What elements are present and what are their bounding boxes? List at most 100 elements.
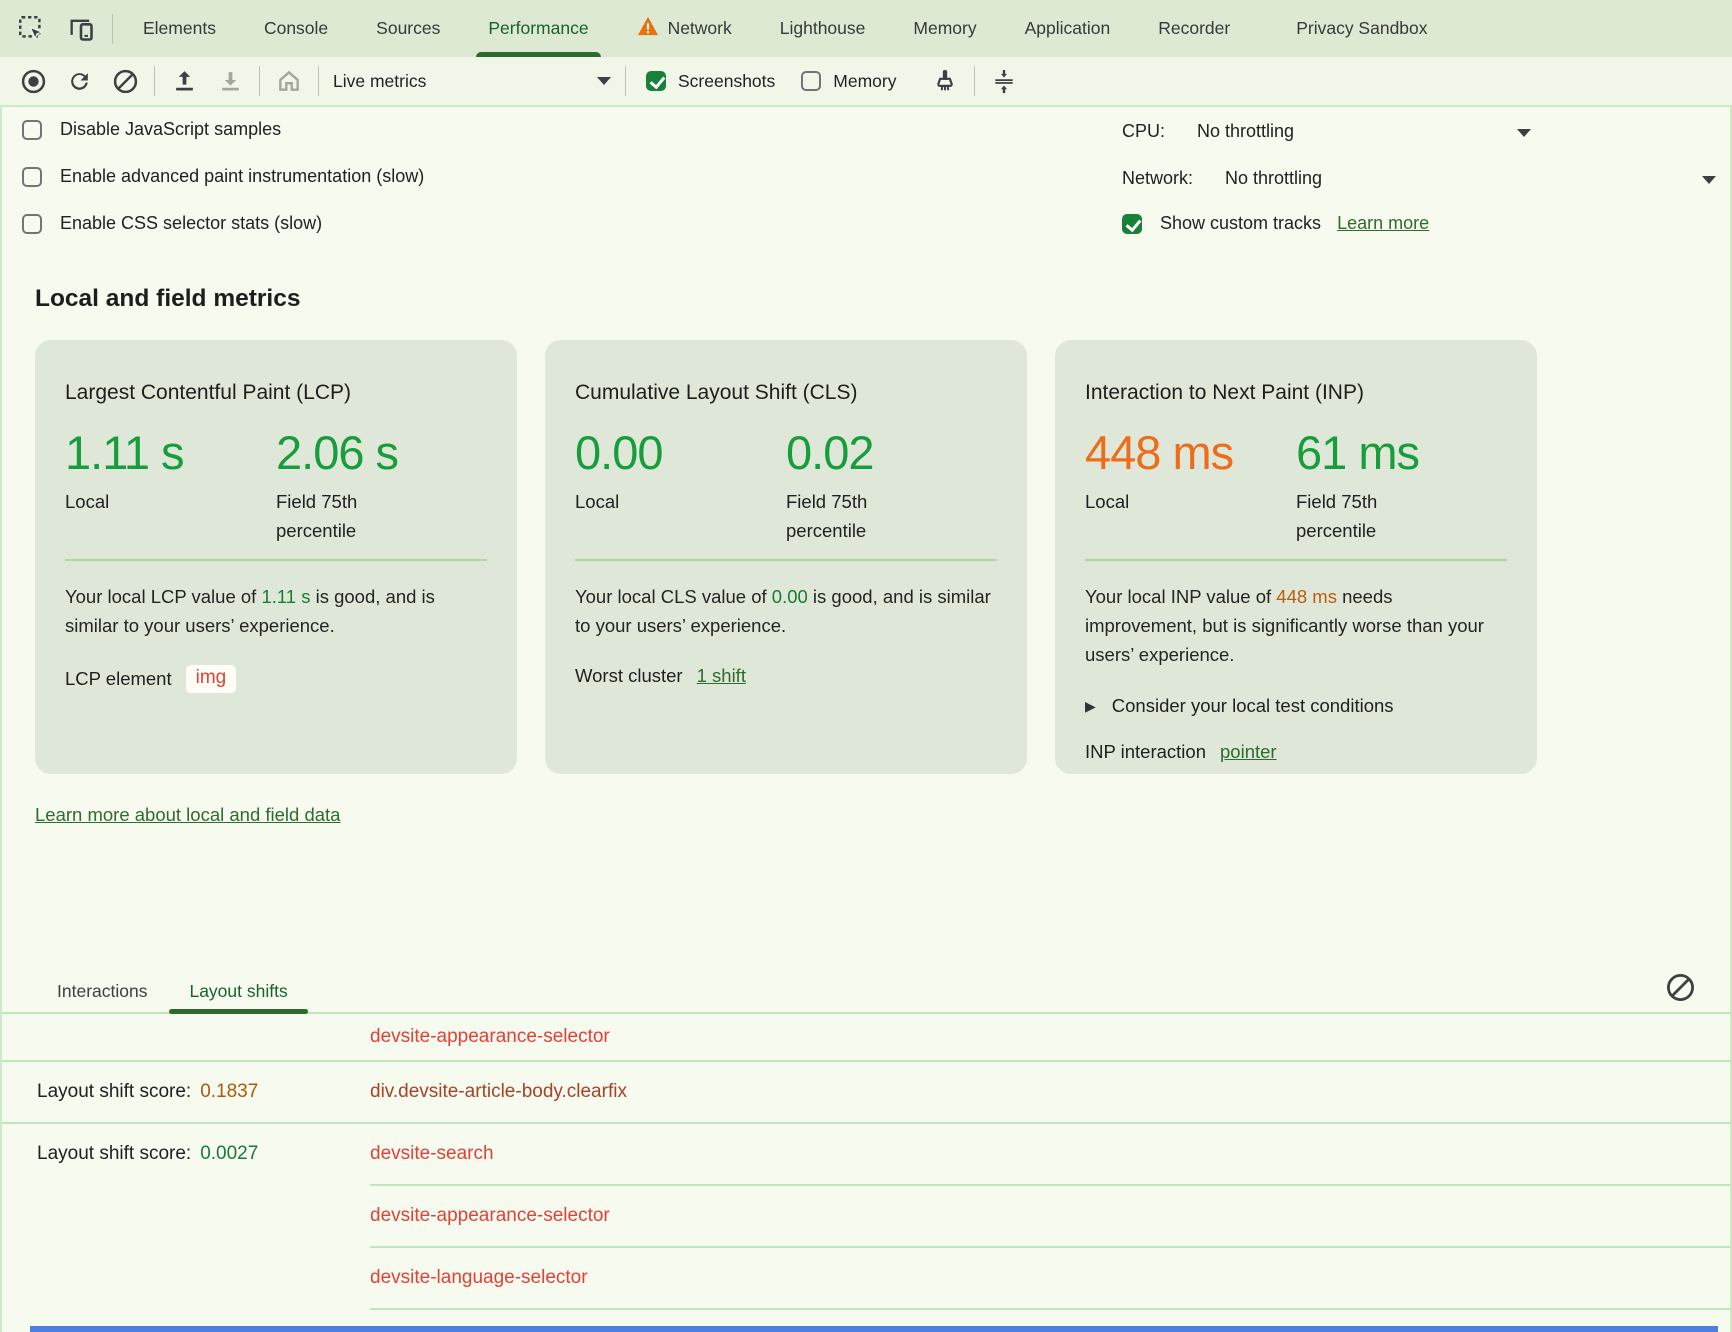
tab-application[interactable]: Application [1001,0,1135,57]
custom-tracks-learn-more-link[interactable]: Learn more [1337,213,1429,234]
cls-field-label: Field 75th percentile [786,488,916,545]
compress-icon[interactable] [981,61,1027,101]
inp-interaction-link[interactable]: pointer [1220,741,1277,763]
shift-element-link[interactable]: devsite-search [370,1143,494,1165]
lcp-element-label: LCP element [65,668,172,690]
cls-card-title: Cumulative Layout Shift (CLS) [575,381,997,405]
tab-memory[interactable]: Memory [889,0,1000,57]
lcp-card: Largest Contentful Paint (LCP) 1.11 s Lo… [35,340,517,774]
field-data-learn-more-link[interactable]: Learn more about local and field data [35,804,340,826]
tab-network[interactable]: Network [613,0,756,57]
network-dropdown-caret-icon[interactable] [1702,176,1716,184]
checkbox-unchecked-icon [22,120,42,140]
show-custom-tracks-checkbox[interactable]: Show custom tracks Learn more [1122,213,1429,234]
warning-icon [637,16,659,41]
tab-console[interactable]: Console [240,0,352,57]
tab-lighthouse[interactable]: Lighthouse [756,0,890,57]
card-divider [1085,559,1507,561]
checkbox-unchecked-icon [801,71,821,91]
record-button[interactable] [10,61,56,101]
worst-cluster-link[interactable]: 1 shift [697,665,746,687]
layout-shift-row: devsite-appearance-selector [2,1014,1730,1060]
lcp-local-label: Local [65,488,195,517]
history-dropdown[interactable]: Live metrics [333,71,611,92]
cpu-throttling-row: CPU: No throttling [1122,121,1294,142]
memory-checkbox[interactable]: Memory [801,71,896,92]
score-label: Layout shift score: [37,1143,191,1165]
cpu-throttling-select[interactable]: No throttling [1197,121,1294,142]
screenshots-checkbox[interactable]: Screenshots [646,71,775,92]
checkbox-unchecked-icon [22,214,42,234]
layout-shift-row: devsite-appearance-selector [2,1186,1730,1246]
reload-icon[interactable] [56,61,102,101]
tab-privacy-sandbox[interactable]: Privacy Sandbox [1272,0,1451,57]
score-label: Layout shift score: [37,1081,191,1103]
score-value: 0.0027 [200,1143,258,1165]
download-icon[interactable] [207,61,253,101]
tab-recorder[interactable]: Recorder [1134,0,1254,57]
inp-description: Your local INP value of 448 ms needs imp… [1085,583,1507,669]
inp-card: Interaction to Next Paint (INP) 448 ms L… [1055,340,1537,774]
lcp-card-title: Largest Contentful Paint (LCP) [65,381,487,405]
inspect-icon[interactable] [6,0,56,57]
score-value: 0.1837 [200,1081,258,1103]
lcp-field-value: 2.06 s [276,425,487,480]
page-title: Local and field metrics [35,285,1703,313]
history-dropdown-value: Live metrics [333,71,426,92]
toolbar-separator [974,66,975,96]
shift-element-link[interactable]: devsite-appearance-selector [370,1205,610,1227]
lcp-field-label: Field 75th percentile [276,488,406,545]
worst-cluster-label: Worst cluster [575,665,683,687]
selection-highlight-strip [30,1326,1718,1332]
disable-js-samples-checkbox[interactable]: Disable JavaScript samples [22,119,281,140]
layout-shift-row: Layout shift score: 0.1837 div.devsite-a… [2,1062,1730,1122]
live-metrics-pane: Disable JavaScript samples Enable advanc… [0,105,1732,1332]
checkbox-unchecked-icon [22,167,42,187]
metrics-content: Local and field metrics Largest Contentf… [2,285,1730,826]
tab-interactions[interactable]: Interactions [57,971,147,1011]
shift-element-link[interactable]: devsite-appearance-selector [370,1026,610,1048]
cpu-label: CPU: [1122,121,1165,142]
checkbox-checked-icon [646,71,666,91]
home-icon[interactable] [266,61,312,101]
layout-shift-row: devsite-language-selector [2,1248,1730,1308]
clear-icon[interactable] [102,61,148,101]
cls-local-value: 0.00 [575,425,786,480]
shift-element-link[interactable]: devsite-language-selector [370,1267,588,1289]
toolbar-separator [625,66,626,96]
cpu-dropdown-caret-icon[interactable] [1517,129,1531,137]
capture-settings: Disable JavaScript samples Enable advanc… [2,107,1730,247]
network-throttling-select[interactable]: No throttling [1225,168,1322,189]
inp-field-value: 61 ms [1296,425,1507,480]
advanced-paint-checkbox[interactable]: Enable advanced paint instrumentation (s… [22,166,424,187]
card-divider [65,559,487,561]
tab-layout-shifts[interactable]: Layout shifts [189,971,287,1011]
inp-local-value: 448 ms [1085,425,1296,480]
shift-element-link[interactable]: div.devsite-article-body.clearfix [370,1081,627,1103]
toolbar-separator [259,66,260,96]
toolbar-separator [318,66,319,96]
device-toolbar-icon[interactable] [56,0,106,57]
tab-performance[interactable]: Performance [464,0,612,57]
tab-sources[interactable]: Sources [352,0,464,57]
lcp-description: Your local LCP value of 1.11 s is good, … [65,583,487,640]
gc-brush-icon[interactable] [922,61,968,101]
inp-card-title: Interaction to Next Paint (INP) [1085,381,1507,405]
network-throttling-row: Network: No throttling [1122,168,1322,189]
clear-log-icon[interactable] [1666,973,1695,1007]
cls-local-label: Local [575,488,705,517]
disclosure-triangle-icon: ▶ [1085,698,1096,715]
inp-interaction-label: INP interaction [1085,741,1206,763]
lcp-element-link[interactable]: img [186,665,237,693]
devtools-tab-bar: Elements Console Sources Performance Net… [0,0,1732,57]
network-label: Network: [1122,168,1193,189]
cls-card: Cumulative Layout Shift (CLS) 0.00 Local… [545,340,1027,774]
card-divider [575,559,997,561]
tab-elements[interactable]: Elements [119,0,240,57]
toolbar-separator [112,14,113,44]
upload-icon[interactable] [161,61,207,101]
cls-field-value: 0.02 [786,425,997,480]
local-test-conditions-disclosure[interactable]: ▶ Consider your local test conditions [1085,695,1507,717]
dropdown-caret-icon [597,77,611,85]
css-selector-stats-checkbox[interactable]: Enable CSS selector stats (slow) [22,213,322,234]
